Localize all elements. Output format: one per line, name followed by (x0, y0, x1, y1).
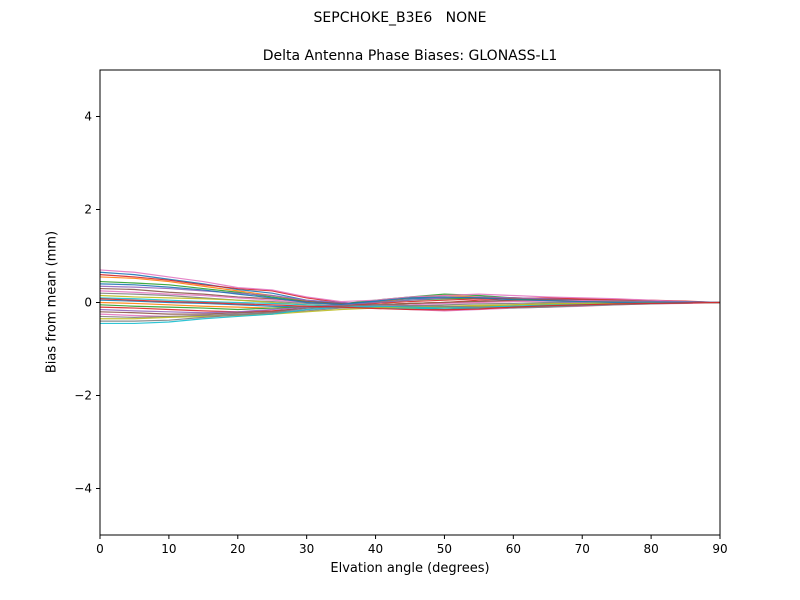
x-axis-label: Elvation angle (degrees) (330, 561, 490, 576)
y-tick-label: 2 (84, 203, 92, 217)
x-tick-label: 0 (96, 542, 104, 556)
x-tick-label: 70 (575, 542, 590, 556)
x-tick-label: 10 (161, 542, 176, 556)
plot-line-line-24 (100, 298, 720, 311)
x-tick-label: 80 (643, 542, 658, 556)
plot-line-line-23 (100, 301, 720, 322)
axes-title: Delta Antenna Phase Biases: GLONASS-L1 (262, 48, 558, 64)
x-tick-label: 50 (437, 542, 452, 556)
x-tick-label: 60 (506, 542, 521, 556)
y-tick-label: −4 (74, 482, 92, 496)
x-tick-label: 30 (299, 542, 314, 556)
y-tick-label: −2 (74, 389, 92, 403)
figure-suptitle: SEPCHOKE_B3E6 NONE (313, 10, 487, 26)
y-tick-label: 4 (84, 110, 92, 124)
x-tick-label: 20 (230, 542, 245, 556)
plot-line-line-18 (100, 300, 720, 318)
y-axis-label: Bias from mean (mm) (44, 230, 60, 374)
x-tick-label: 40 (368, 542, 383, 556)
plot-line-line-22 (100, 283, 720, 305)
x-tick-label: 90 (712, 542, 727, 556)
plot-line-line-21 (100, 269, 720, 304)
y-tick-label: 0 (84, 296, 92, 310)
